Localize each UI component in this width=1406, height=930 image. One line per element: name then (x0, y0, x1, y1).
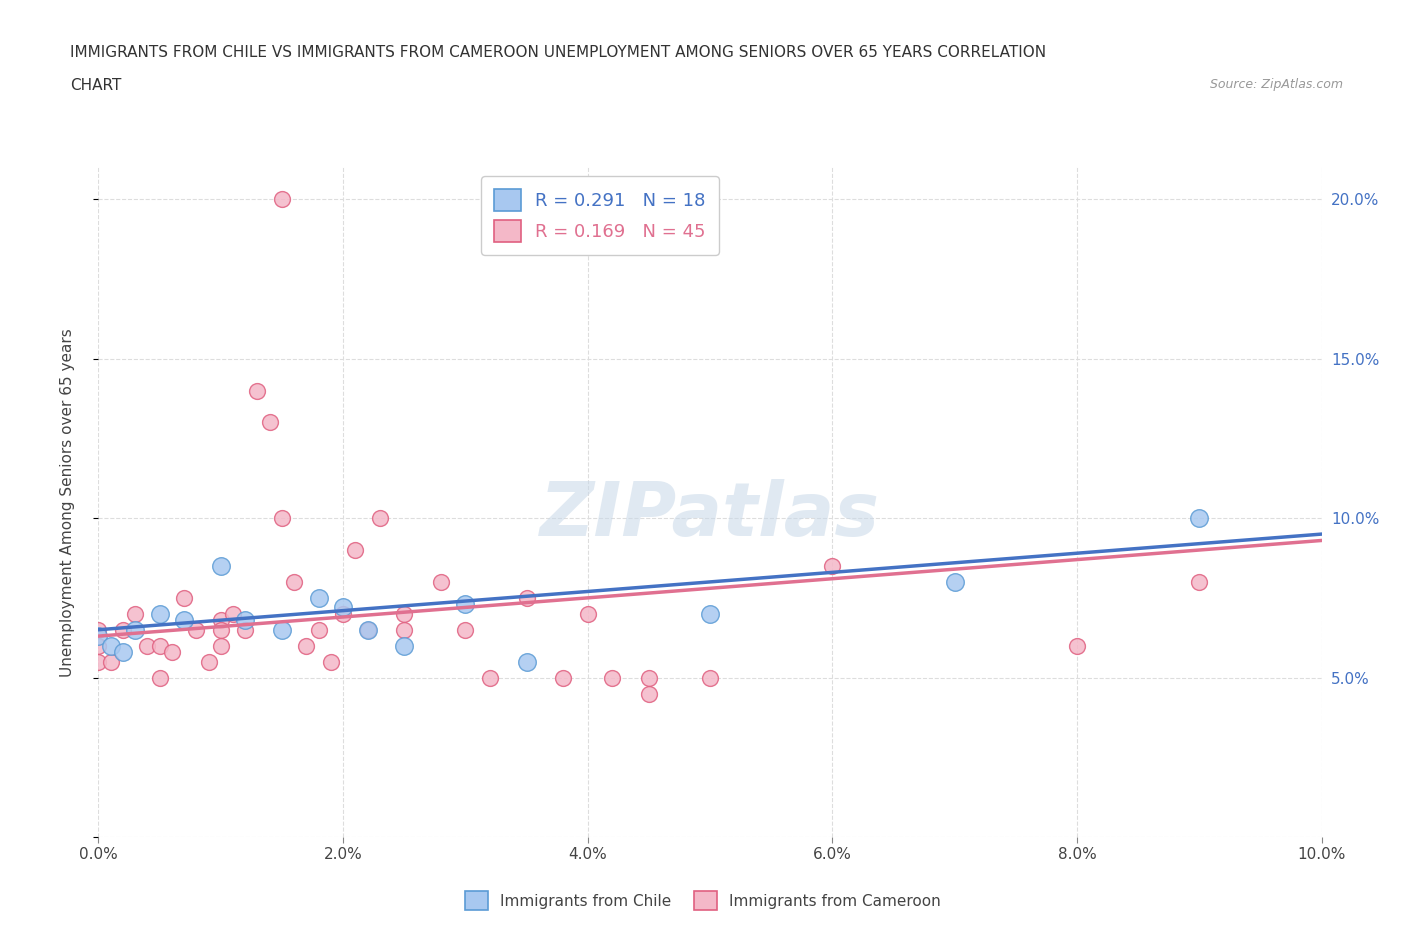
Point (233, 613, 256, 628)
Point (699, 671, 721, 685)
Point (943, 575, 966, 590)
Point (368, 511, 391, 525)
Point (699, 606, 721, 621)
Point (332, 600, 354, 615)
Point (124, 606, 146, 621)
Point (344, 542, 367, 557)
Point (392, 638, 416, 653)
Point (553, 671, 575, 685)
Point (111, 622, 134, 637)
Point (87, 622, 110, 637)
Point (478, 671, 501, 685)
Point (111, 644, 134, 659)
Point (149, 638, 172, 653)
Point (124, 622, 146, 637)
Y-axis label: Unemployment Among Seniors over 65 years: Unemployment Among Seniors over 65 years (60, 328, 75, 677)
Point (186, 622, 208, 637)
Point (173, 591, 195, 605)
Point (149, 671, 172, 685)
Point (1188, 511, 1211, 525)
Point (209, 559, 232, 574)
Point (516, 591, 538, 605)
Point (454, 622, 477, 637)
Text: Source: ZipAtlas.com: Source: ZipAtlas.com (1209, 78, 1343, 91)
Point (233, 622, 256, 637)
Point (87, 654, 110, 669)
Point (576, 606, 599, 621)
Point (392, 622, 416, 637)
Point (308, 622, 330, 637)
Point (149, 606, 172, 621)
Point (356, 622, 378, 637)
Point (637, 686, 661, 701)
Text: IMMIGRANTS FROM CHILE VS IMMIGRANTS FROM CAMEROON UNEMPLOYMENT AMONG SENIORS OVE: IMMIGRANTS FROM CHILE VS IMMIGRANTS FROM… (70, 45, 1046, 60)
Point (100, 654, 122, 669)
Point (246, 383, 269, 398)
Point (430, 575, 453, 590)
Point (454, 597, 477, 612)
Point (1188, 575, 1211, 590)
Point (308, 591, 330, 605)
Point (209, 622, 232, 637)
Point (392, 606, 416, 621)
Point (270, 192, 292, 206)
Point (160, 644, 183, 659)
Point (821, 559, 844, 574)
Legend: R = 0.291   N = 18, R = 0.169   N = 45: R = 0.291 N = 18, R = 0.169 N = 45 (481, 177, 718, 255)
Point (136, 638, 159, 653)
Point (100, 638, 122, 653)
Point (356, 622, 378, 637)
Point (283, 575, 305, 590)
Point (173, 613, 195, 628)
Point (87, 638, 110, 653)
Point (270, 511, 292, 525)
Point (209, 638, 232, 653)
Point (209, 613, 232, 628)
Point (295, 638, 318, 653)
Text: CHART: CHART (70, 78, 122, 93)
Point (259, 415, 281, 430)
Point (1066, 638, 1088, 653)
Point (600, 671, 623, 685)
Point (270, 622, 292, 637)
Point (197, 654, 219, 669)
Point (319, 654, 342, 669)
Point (516, 654, 538, 669)
Point (332, 606, 354, 621)
Point (222, 606, 245, 621)
Legend: Immigrants from Chile, Immigrants from Cameroon: Immigrants from Chile, Immigrants from C… (457, 884, 949, 918)
Point (87, 629, 110, 644)
Text: ZIPatlas: ZIPatlas (540, 479, 880, 552)
Point (637, 671, 661, 685)
